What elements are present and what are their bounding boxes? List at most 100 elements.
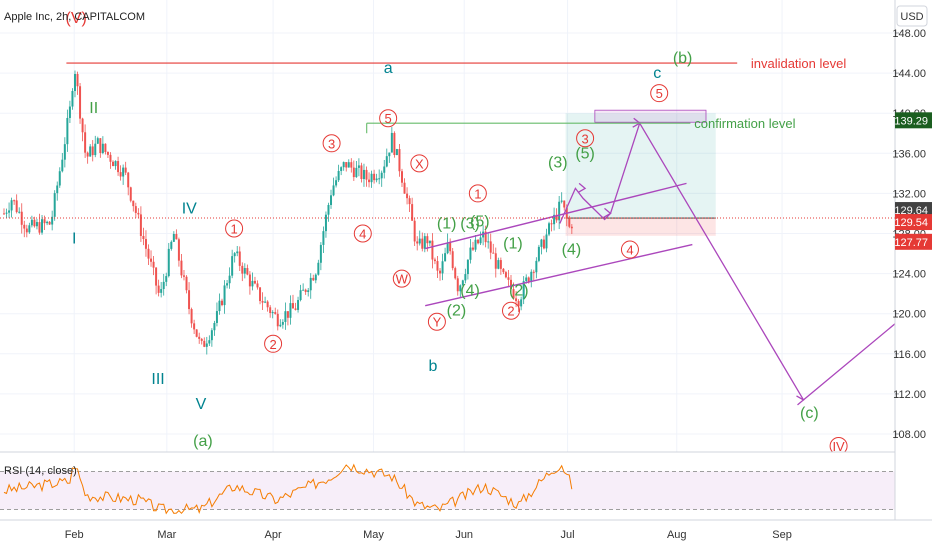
- candle-body: [484, 231, 487, 243]
- wave-label: IV: [182, 200, 197, 217]
- candle-body: [152, 261, 155, 268]
- candle-body: [281, 321, 284, 325]
- candle-body: [256, 283, 259, 288]
- candle-body: [431, 240, 434, 260]
- candle-body: [542, 239, 545, 249]
- candle-body: [132, 200, 135, 207]
- candle-body: [25, 228, 28, 233]
- candle-body: [109, 154, 112, 162]
- candle-body: [233, 253, 236, 257]
- candle-body: [428, 240, 431, 244]
- candle-body: [274, 312, 277, 314]
- price-tick-label: 136.00: [892, 148, 926, 160]
- candle-body: [368, 179, 371, 183]
- candle-body: [175, 233, 178, 240]
- candle-body: [477, 239, 480, 244]
- currency-button[interactable]: [896, 5, 928, 27]
- wave-label: 4: [359, 227, 366, 242]
- channel-upper-line[interactable]: [425, 182, 687, 250]
- projection-arrowhead: [603, 207, 612, 218]
- candle-body: [352, 167, 355, 178]
- wave-label-circle: [379, 109, 398, 128]
- wave-label: IV: [832, 439, 845, 454]
- wave-label: a: [384, 60, 393, 77]
- projection-arrowhead: [577, 182, 587, 193]
- candle-body: [112, 161, 115, 167]
- candle-body: [423, 236, 426, 249]
- time-tick-label: Mar: [157, 529, 176, 541]
- candle-body: [205, 343, 208, 347]
- price-levels[interactable]: invalidation level confirmation level: [0, 56, 895, 219]
- candle-body: [56, 185, 59, 194]
- candle-body: [441, 261, 444, 274]
- candle-body: [51, 216, 54, 225]
- candle-body: [499, 260, 502, 269]
- candle-body: [236, 251, 239, 254]
- candle-body: [487, 241, 490, 243]
- candle-body: [400, 171, 403, 183]
- profit-zone[interactable]: [565, 113, 716, 219]
- rsi-pane: [0, 452, 895, 520]
- candle-body: [471, 247, 474, 250]
- candle-body: [94, 143, 97, 156]
- time-tick-label: May: [363, 529, 384, 541]
- candle-body: [322, 231, 325, 245]
- candle-body: [355, 167, 358, 178]
- candle-body: [373, 173, 376, 181]
- candle-body: [208, 340, 211, 344]
- target-zone[interactable]: [594, 109, 707, 123]
- candle-body: [243, 268, 246, 274]
- candle-body: [297, 300, 300, 310]
- candle-body: [104, 143, 107, 152]
- wave-label: (5): [575, 145, 595, 162]
- candle-body: [568, 218, 571, 227]
- candle-body: [142, 235, 145, 240]
- wave-label-circle: [322, 134, 341, 153]
- currency-label: USD: [900, 11, 923, 23]
- candle-body: [259, 287, 262, 302]
- wave-label: 4: [626, 243, 633, 258]
- candle-body: [180, 260, 183, 276]
- candle-body: [537, 246, 540, 261]
- candle-body: [162, 281, 165, 290]
- price-axis[interactable]: [895, 0, 932, 550]
- wave-label: I: [72, 231, 76, 248]
- candle-body: [122, 167, 125, 177]
- candle-body: [426, 236, 429, 244]
- symbol-title[interactable]: Apple Inc, 2h, CAPITALCOM: [4, 11, 145, 23]
- risk-reward-box[interactable]: [565, 109, 716, 236]
- candle-body: [502, 268, 505, 273]
- candle-body: [228, 275, 231, 284]
- candle-body: [264, 301, 267, 303]
- candle-body: [314, 274, 317, 281]
- candle-body: [459, 285, 462, 292]
- candle-body: [200, 338, 203, 341]
- price-tick-label: 124.00: [892, 269, 926, 281]
- candle-body: [416, 241, 419, 244]
- candle-body: [317, 262, 320, 275]
- candle-body: [570, 226, 573, 229]
- wave-label: 2: [269, 337, 276, 352]
- wave-label: (5): [470, 213, 490, 230]
- candle-body: [193, 323, 196, 330]
- candle-body: [73, 73, 76, 92]
- candle-body: [38, 222, 41, 233]
- candle-body: [91, 146, 94, 156]
- stop-zone[interactable]: [565, 218, 716, 236]
- projection-path[interactable]: [559, 121, 927, 401]
- rsi-title[interactable]: RSI (14, close): [4, 465, 77, 477]
- wave-label-circle: [264, 334, 283, 353]
- price-badge: [895, 112, 932, 129]
- candle-body: [520, 299, 523, 307]
- wave-label-circle: [576, 129, 595, 148]
- channel-lower-line[interactable]: [425, 243, 693, 307]
- time-axis-ticks: Feb Mar Apr May Jun Jul Aug Sep: [65, 529, 792, 541]
- candle-body: [357, 165, 360, 168]
- price-tick-label: 112.00: [893, 389, 926, 401]
- projection-drawings[interactable]: [425, 117, 927, 406]
- wave-label-circle: [353, 224, 372, 243]
- candle-body: [53, 193, 56, 217]
- candle-body: [492, 252, 495, 254]
- candle-body: [76, 73, 79, 87]
